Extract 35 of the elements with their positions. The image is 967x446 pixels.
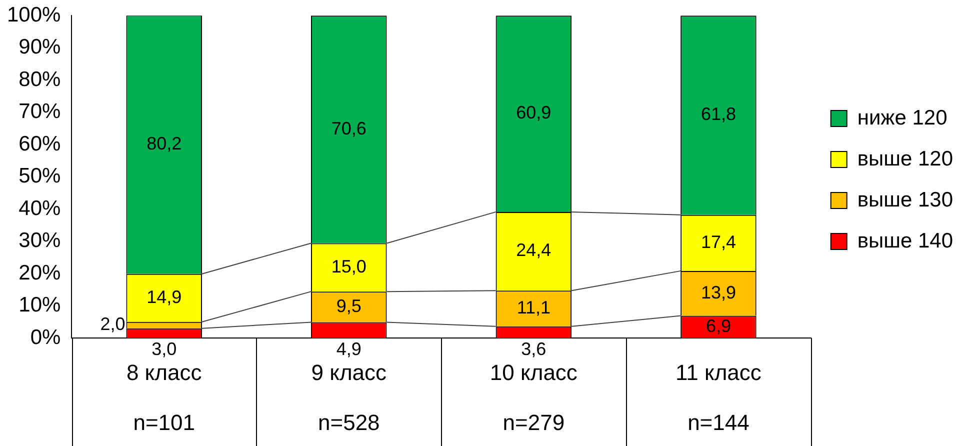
data-label: 4,9 (336, 338, 362, 359)
y-tick-label: 40% (18, 196, 61, 220)
y-tick-label: 0% (30, 326, 61, 349)
data-label: 15,0 (331, 256, 366, 276)
x-tick-label: 10 класс n=279 (490, 360, 578, 436)
data-label: 11,1 (516, 297, 551, 318)
y-tick-label: 90% (18, 36, 61, 59)
data-label: 13,9 (700, 282, 736, 302)
legend-label: выше 130 (857, 188, 954, 212)
y-tick-label: 30% (18, 229, 61, 252)
data-label: 14,9 (146, 286, 182, 307)
x-tick-label: 11 класс n=144 (676, 360, 762, 436)
data-label: 2,0 (100, 314, 126, 334)
data-label: 3,0 (152, 338, 177, 359)
y-tick-label: 50% (18, 164, 61, 188)
y-tick-label: 60% (18, 132, 61, 156)
data-label: 24,4 (516, 240, 552, 260)
data-label: 17,4 (700, 232, 736, 252)
y-tick-label: 80% (18, 68, 61, 91)
data-label: 3,6 (521, 338, 546, 359)
data-label: 9,5 (336, 296, 362, 316)
y-tick-label: 100% (6, 3, 61, 26)
data-label: 80,2 (146, 134, 182, 154)
data-label: 61,8 (700, 104, 736, 124)
y-tick-label: 10% (18, 294, 61, 317)
legend-label: выше 140 (857, 229, 954, 252)
y-tick-label: 70% (18, 100, 61, 124)
data-label: 70,6 (331, 118, 366, 138)
y-tick-label: 20% (18, 261, 61, 284)
data-label: 6,9 (706, 316, 731, 336)
x-tick-label: 9 класс n=528 (311, 360, 387, 436)
x-tick-label: 8 класс n=101 (126, 360, 202, 436)
data-label: 60,9 (516, 102, 552, 123)
legend-label: выше 120 (857, 147, 954, 170)
legend-label: ниже 120 (857, 106, 948, 130)
